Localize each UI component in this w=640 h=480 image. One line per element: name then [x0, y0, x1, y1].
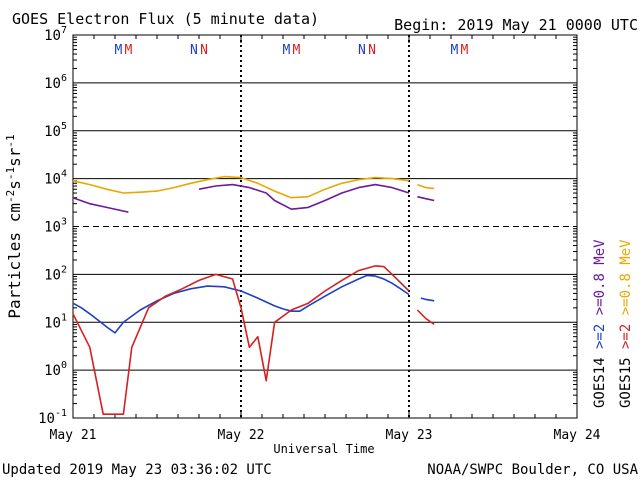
- credit-text: NOAA/SWPC Boulder, CO USA: [427, 462, 638, 478]
- updated-timestamp: Updated 2019 May 23 03:36:02 UTC: [2, 462, 272, 478]
- local-time-marker: M: [461, 43, 469, 58]
- y-tick-label: 102: [44, 264, 67, 283]
- local-time-marker: M: [450, 43, 458, 58]
- series-line: [417, 183, 435, 190]
- local-time-marker: N: [368, 43, 376, 58]
- series-line: [72, 196, 129, 213]
- x-axis-label: Universal Time: [273, 442, 374, 456]
- local-time-marker: M: [282, 43, 290, 58]
- y-tick-label: 101: [44, 312, 67, 331]
- x-tick-label: May 22: [218, 428, 265, 443]
- legend-goes15: GOES15 >=2 >=0.8 MeV: [618, 239, 634, 408]
- series-line: [420, 297, 435, 302]
- chart-title: GOES Electron Flux (5 minute data): [12, 10, 319, 28]
- legend-goes14: GOES14 >=2 >=0.8 MeV: [592, 239, 608, 408]
- y-tick-label: 105: [44, 121, 67, 140]
- local-time-marker: M: [125, 43, 133, 58]
- local-time-marker: M: [114, 43, 122, 58]
- x-tick-label: May 21: [50, 428, 97, 443]
- y-tick-label: 103: [44, 217, 67, 236]
- series-line: [417, 195, 435, 202]
- local-time-marker: N: [190, 43, 198, 58]
- local-time-marker: N: [200, 43, 208, 58]
- local-time-marker: M: [293, 43, 301, 58]
- series-line: [72, 265, 410, 415]
- y-tick-label: 104: [44, 169, 67, 188]
- x-tick-label: May 24: [554, 428, 601, 443]
- y-tick-label: 100: [44, 360, 67, 379]
- y-axis-label: Particles cm-2s-1sr-1: [4, 134, 24, 318]
- series-line: [72, 175, 410, 199]
- y-tick-label: 10-1: [38, 408, 67, 427]
- x-tick-label: May 23: [386, 428, 433, 443]
- begin-date: Begin: 2019 May 21 0000 UTC: [394, 16, 638, 34]
- series-line: [72, 274, 410, 334]
- series-line: [198, 183, 410, 210]
- local-time-marker: N: [358, 43, 366, 58]
- series-line: [416, 309, 435, 326]
- y-tick-label: 107: [44, 25, 67, 44]
- y-tick-label: 106: [44, 73, 67, 92]
